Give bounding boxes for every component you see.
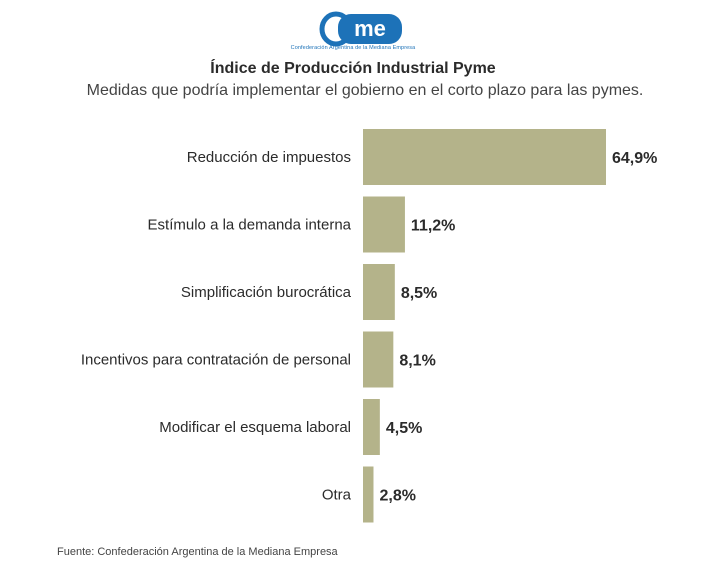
value-label: 64,9% [612, 150, 657, 167]
value-label: 4,5% [386, 420, 422, 437]
bar [363, 399, 380, 455]
value-label: 2,8% [379, 488, 415, 505]
came-logo: me [0, 4, 706, 58]
category-label: Estímulo a la demanda interna [148, 217, 352, 234]
bar [363, 264, 395, 320]
category-label: Incentivos para contratación de personal [81, 352, 351, 369]
source-note: Fuente: Confederación Argentina de la Me… [57, 546, 338, 558]
bar-chart: Reducción de impuestos 64,9% Estímulo a la… [81, 129, 657, 523]
svg-text:me: me [354, 16, 386, 41]
category-label: Otra [322, 487, 352, 504]
logo-subtext: Confederación Argentina de la Mediana Em… [290, 45, 416, 51]
bar [363, 129, 606, 185]
category-label: Modificar el esquema laboral [159, 419, 351, 436]
value-label: 11,2% [411, 218, 455, 235]
bar [363, 196, 405, 253]
value-label: 8,5% [401, 285, 437, 302]
came-logo-mark: me [319, 11, 402, 47]
chart-subtitle: Medidas que podría implementar el gobier… [86, 82, 644, 99]
bar [363, 331, 394, 388]
category-label: Reducción de impuestos [187, 149, 351, 166]
bar [363, 466, 374, 523]
chart-title: Índice de Producción Industrial Pyme [210, 60, 496, 77]
value-label: 8,1% [399, 353, 435, 370]
category-label: Simplificación burocrática [181, 284, 352, 301]
